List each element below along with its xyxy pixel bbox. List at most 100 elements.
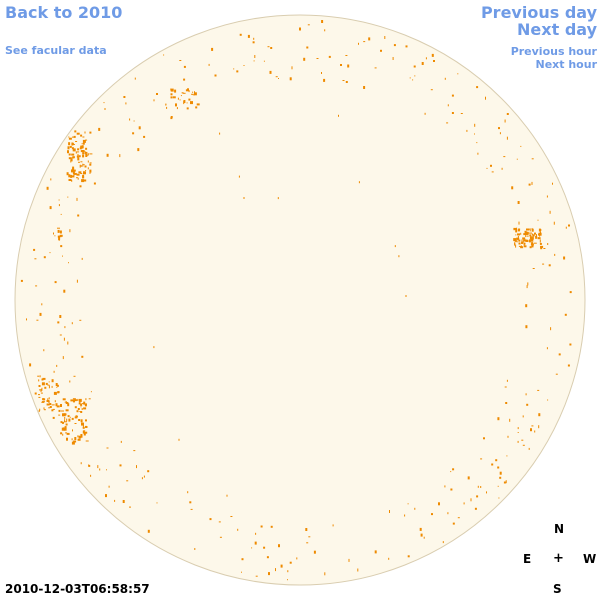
facula-mark [506,113,509,115]
facula-mark [175,103,177,107]
facula-mark [179,99,181,101]
facula-mark [345,55,348,56]
facula-mark [80,434,83,438]
facula-mark [85,151,88,154]
facula-mark [536,234,537,237]
facula-mark [82,424,84,428]
facula-mark [530,428,532,432]
facula-mark [67,146,70,150]
facula-mark [270,47,273,49]
facula-mark [166,106,168,109]
facula-mark [68,137,72,140]
facula-mark [85,426,88,428]
facula-mark [514,242,516,246]
facula-mark [476,86,479,89]
facula-mark [347,64,350,68]
facula-mark [62,356,64,360]
facula-mark [529,246,532,249]
facula-mark [548,264,551,267]
facula-mark [451,112,454,114]
facula-mark [305,528,308,531]
facula-mark [534,430,536,433]
facula-mark [495,459,498,462]
next-day-link[interactable]: Next day [517,20,597,39]
facula-mark [56,405,60,408]
facula-mark [80,165,82,167]
facula-mark [104,108,106,110]
facula-mark [82,426,85,429]
facula-mark [143,135,146,138]
facula-mark [38,410,40,412]
facula-mark [388,557,390,560]
facula-mark [83,407,87,410]
facula-mark [398,255,400,258]
facula-mark [505,480,507,484]
facula-mark [529,234,532,237]
facula-mark [81,408,83,410]
facula-mark [517,201,520,204]
facula-mark [296,557,298,560]
facula-mark [539,239,541,243]
facula-mark [357,568,359,572]
facula-mark [141,477,143,480]
facula-mark [85,154,88,157]
facula-mark [278,544,280,548]
previous-hour-link[interactable]: Previous hour [510,45,597,58]
facula-mark [452,468,455,471]
facula-mark [41,378,44,381]
facula-mark [389,510,390,513]
facula-mark [68,157,72,160]
facula-mark [137,148,140,152]
facula-mark [80,419,83,423]
facula-mark [187,491,189,494]
facula-mark [263,546,266,549]
facula-mark [490,164,492,167]
facula-mark [504,119,506,123]
facula-mark [188,98,191,101]
facula-mark [65,423,68,426]
facula-mark [538,413,541,417]
facula-mark [537,389,540,391]
facula-mark [51,404,55,406]
facula-mark [71,147,74,150]
facula-mark [404,514,406,517]
facula-mark [38,396,41,398]
facula-mark [71,153,75,156]
facula-mark [451,94,454,97]
facula-mark [497,466,500,469]
back-to-year-link[interactable]: Back to 2010 [5,3,123,22]
facula-mark [49,206,52,210]
see-facular-data-link[interactable]: See facular data [5,44,107,57]
facula-mark [80,411,83,413]
facula-mark [460,113,463,114]
facula-mark [83,171,86,175]
facula-mark [358,42,359,45]
facula-mark [48,397,50,400]
facula-mark [457,73,459,75]
facula-mark [123,96,126,98]
facula-mark [517,233,520,236]
facula-mark [80,462,82,465]
facula-mark [80,134,83,137]
facula-mark [409,77,411,79]
facula-mark [254,541,257,545]
facula-mark [363,41,366,43]
facula-mark [59,234,63,237]
facula-mark [119,154,121,158]
facula-mark [497,485,499,487]
facula-mark [528,447,530,450]
facula-mark [81,422,84,426]
facula-mark [192,94,195,96]
facula-mark [182,92,186,94]
facula-mark [363,86,366,89]
facula-mark [280,564,283,568]
facula-mark [289,561,292,564]
facula-mark [424,112,426,115]
next-hour-link[interactable]: Next hour [535,58,598,71]
facula-mark [190,508,193,510]
facula-mark [63,337,65,341]
previous-day-link[interactable]: Previous day [480,3,597,22]
facula-mark [68,179,72,181]
facula-mark [87,167,89,170]
compass-west-label: W [583,552,597,566]
